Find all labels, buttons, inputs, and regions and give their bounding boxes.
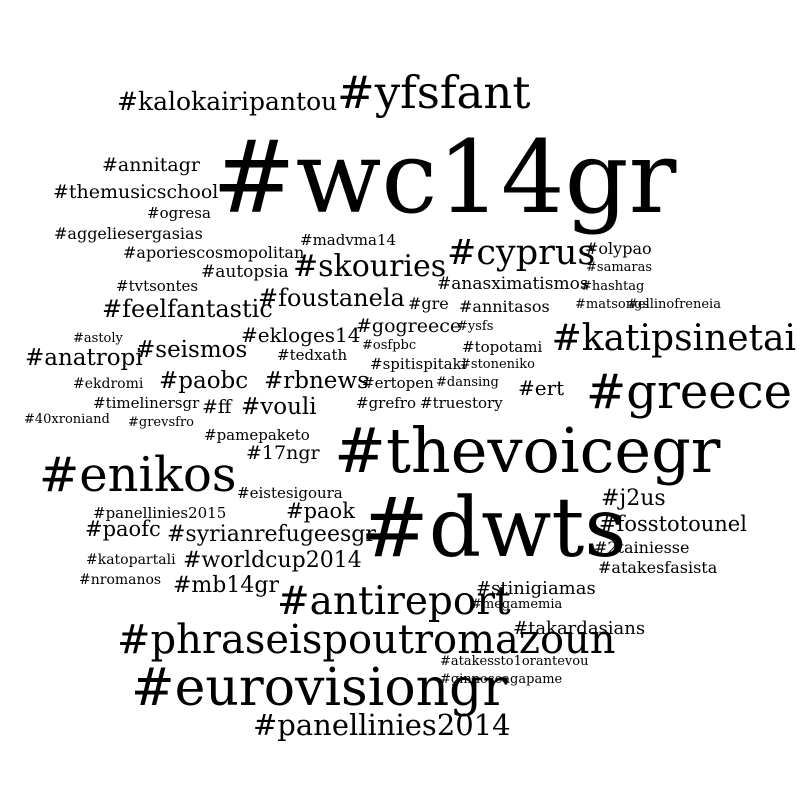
hashtag-vouli: #vouli xyxy=(241,394,317,420)
hashtag-greece: #greece xyxy=(586,364,792,420)
hashtag-eurovisiongr: #eurovisiongr xyxy=(131,658,508,718)
hashtag-osfpbc: #osfpbc xyxy=(362,338,417,353)
hashtag-fosstotounel: #fosstotounel xyxy=(599,512,747,536)
hashtag-truestory: #truestory xyxy=(420,394,503,412)
hashtag-timelinersgr: #timelinersgr xyxy=(93,394,200,412)
hashtag-paobc: #paobc xyxy=(159,368,249,394)
hashtag-gogreece: #gogreece xyxy=(356,315,462,337)
hashtag-spitispitaki: #spitispitaki xyxy=(370,355,467,373)
hashtag-annitasos: #annitasos xyxy=(459,297,550,316)
hashtag-eistesigoura: #eistesigoura xyxy=(237,484,343,502)
hashtag-foustanela: #foustanela xyxy=(258,284,405,312)
hashtag-skouries: #skouries xyxy=(293,249,447,284)
hashtag-feelfantastic: #feelfantastic xyxy=(102,295,273,323)
hashtag-katipsinetai: #katipsinetai xyxy=(551,318,796,359)
hashtag-2tainiesse: #2tainiesse xyxy=(594,538,690,557)
hashtag-atakesfasista: #atakesfasista xyxy=(598,558,718,577)
hashtag-aporiescosmopolitan: #aporiescosmopolitan xyxy=(123,243,305,262)
hashtag-ertopen: #ertopen xyxy=(362,374,434,392)
hashtag-17ngr: #17ngr xyxy=(246,442,320,464)
hashtag-yfsfant: #yfsfant xyxy=(337,66,531,119)
hashtag-antireport: #antireport xyxy=(277,579,511,624)
hashtag-paok: #paok xyxy=(286,499,355,523)
hashtag-ert: #ert xyxy=(518,376,565,400)
hashtag-ff: #ff xyxy=(202,396,232,418)
hashtag-aggeliesergasias: #aggeliesergasias xyxy=(54,224,203,243)
hashtag-ekloges14: #ekloges14 xyxy=(241,323,361,347)
hashtag-cyprus: #cyprus xyxy=(447,233,596,273)
hashtag-autopsia: #autopsia xyxy=(201,262,289,282)
hashtag-tedxath: #tedxath xyxy=(277,346,348,364)
hashtag-kalokairipantou: #kalokairipantou xyxy=(117,87,338,116)
hashtag-dansing: #dansing xyxy=(436,375,499,390)
hashtag-astoly: #astoly xyxy=(73,331,123,346)
hashtag-hashtag: #hashtag xyxy=(581,279,645,294)
hashtag-ginnoseagapame: #ginnoseagapame xyxy=(440,672,563,687)
hashtag-ellinofreneia: #ellinofreneia xyxy=(627,297,721,312)
hashtag-katopartali: #katopartali xyxy=(86,552,176,568)
hashtag-seismos: #seismos xyxy=(136,337,248,363)
hashtag-panellinies2015: #panellinies2015 xyxy=(93,504,227,522)
hashtag-grefro: #grefro xyxy=(356,394,416,412)
hashtag-grevsfro: #grevsfro xyxy=(128,415,194,430)
hashtag-phraseispoutromazoun: #phraseispoutromazoun xyxy=(117,617,616,663)
hashtag-olypao: #olypao xyxy=(585,239,652,258)
hashtag-syrianrefugeesgr: #syrianrefugeesgr xyxy=(167,522,376,547)
hashtag-matsongs: #matsongs xyxy=(575,297,650,312)
hashtag-pamepaketo: #pamepaketo xyxy=(204,426,310,444)
hashtag-stinigiamas: #stinigiamas xyxy=(476,578,596,599)
hashtag-40xroniand: #40xroniand xyxy=(24,412,110,427)
hashtag-worldcup2014: #worldcup2014 xyxy=(183,548,362,573)
hashtag-dwts: #dwts xyxy=(360,481,627,576)
hashtag-j2us: #j2us xyxy=(601,486,666,511)
hashtag-ysfs: #ysfs xyxy=(457,319,494,334)
hashtag-themusicschool: #themusicschool xyxy=(53,181,219,203)
hashtag-tvtsontes: #tvtsontes xyxy=(116,277,199,295)
hashtag-anasximatismos: #anasximatismos xyxy=(437,274,589,294)
hashtag-ekdromi: #ekdromi xyxy=(73,376,144,392)
hashtag-gre: #gre xyxy=(408,294,449,313)
hashtag-enikos: #enikos xyxy=(39,447,237,503)
hashtag-thevoicegr: #thevoicegr xyxy=(334,414,721,487)
hashtag-wc14gr: #wc14gr xyxy=(212,119,677,236)
hashtag-anatropi: #anatropi xyxy=(25,345,143,371)
hashtag-stoneniko: #stoneniko xyxy=(460,357,535,372)
hashtag-takardasians: #takardasians xyxy=(513,618,646,639)
hashtag-atakessto1orantevou: #atakessto1orantevou xyxy=(440,654,589,669)
hashtag-topotami: #topotami xyxy=(462,338,543,356)
hashtag-annitagr: #annitagr xyxy=(102,154,201,176)
hashtag-paofc: #paofc xyxy=(85,517,161,541)
hashtag-mb14gr: #mb14gr xyxy=(173,573,279,598)
hashtag-nromanos: #nromanos xyxy=(79,572,162,588)
hashtag-rbnews: #rbnews xyxy=(264,368,369,394)
hashtag-megamemia: #megamemia xyxy=(471,597,563,612)
hashtag-panellinies2014: #panellinies2014 xyxy=(253,708,511,742)
hashtag-samaras: #samaras xyxy=(586,260,653,275)
hashtag-ogresa: #ogresa xyxy=(147,204,211,222)
hashtag-madvma14: #madvma14 xyxy=(300,231,397,249)
